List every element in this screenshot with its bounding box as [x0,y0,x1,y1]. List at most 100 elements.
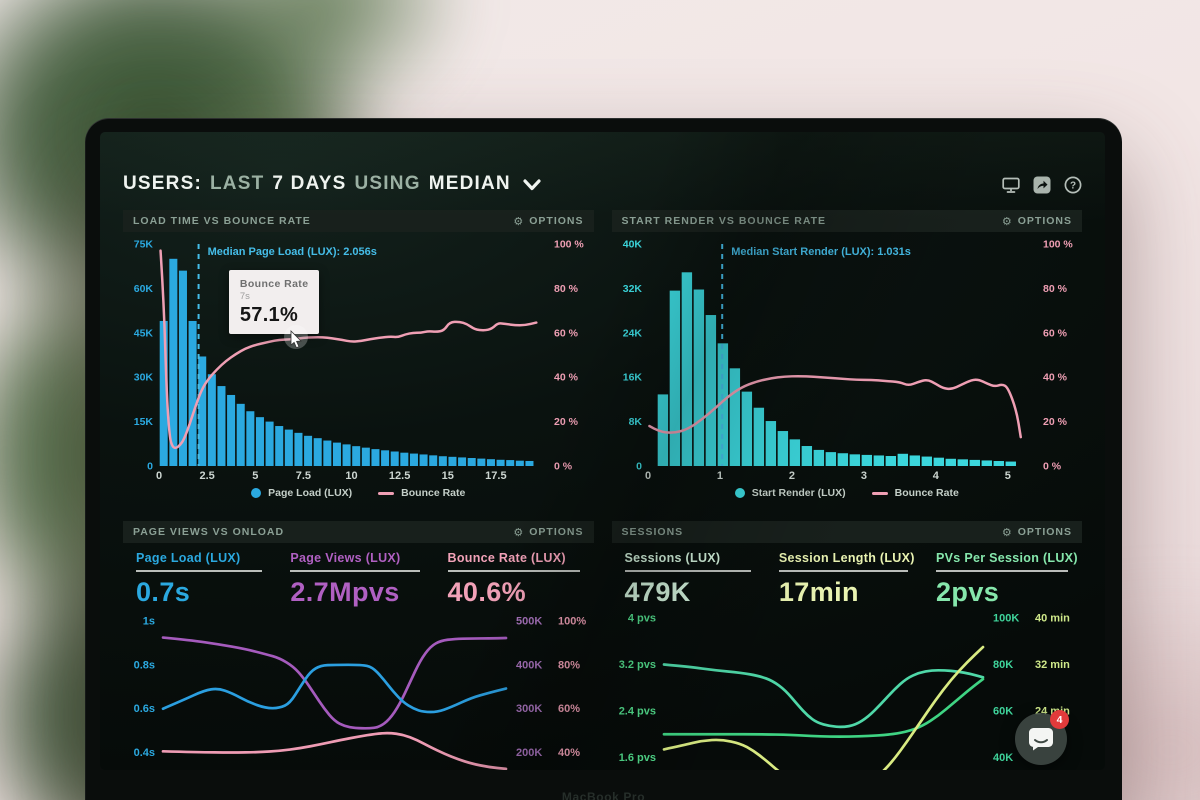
svg-text:75K: 75K [134,239,154,251]
panel-title: START RENDER VS BOUNCE RATE [621,215,827,227]
svg-text:2: 2 [788,470,794,482]
svg-text:80K: 80K [993,659,1013,671]
laptop: USERS: LAST 7 DAYS USING MEDIAN [85,118,1122,800]
svg-text:Median Page Load (LUX): 2.056s: Median Page Load (LUX): 2.056s [208,246,377,258]
svg-text:0: 0 [644,470,650,482]
svg-text:40 %: 40 % [1043,372,1068,384]
title-last: LAST [210,173,265,194]
metrics-row: Sessions (LUX) 479K Session Length (LUX)… [612,543,1083,607]
chart-tooltip: Bounce Rate 7s 57.1% [228,269,320,334]
legend-label: Bounce Rate [894,487,959,499]
chart-sessions-lines[interactable]: 4 pvs 100K 40 min 3.2 pvs 80K 32 min 2.4 pvs 60… [612,605,1083,770]
legend-dot-icon [734,488,745,498]
svg-text:40%: 40% [558,747,580,759]
svg-text:40K: 40K [993,752,1013,764]
options-label: OPTIONS [1017,215,1072,227]
svg-text:16K: 16K [622,372,642,384]
svg-text:5: 5 [252,470,258,482]
svg-text:30K: 30K [134,372,154,384]
title-7days: 7 DAYS [272,173,347,194]
svg-text:4 pvs: 4 pvs [627,612,655,624]
svg-text:200K: 200K [516,747,542,759]
chart-page-views-lines[interactable]: 1s 500K 100% 0.8s 400K 80% 0.6s 300K 60% 0.4s 200K… [123,605,594,770]
svg-text:24K: 24K [622,327,642,339]
options-button[interactable]: ⚙ OPTIONS [1002,526,1072,538]
svg-text:5: 5 [1004,470,1010,482]
gear-icon: ⚙ [1001,214,1013,228]
svg-text:60 %: 60 % [1043,327,1068,339]
svg-text:20 %: 20 % [554,416,579,428]
metric-sessions: Sessions (LUX) 479K [624,551,765,606]
svg-text:?: ? [1070,181,1076,192]
svg-text:0 %: 0 % [554,461,573,473]
dashboard-header: USERS: LAST 7 DAYS USING MEDIAN [123,132,1082,210]
chat-launcher[interactable]: 4 [1015,710,1069,765]
svg-text:60K: 60K [134,283,154,295]
options-label: OPTIONS [529,215,584,227]
gear-icon: ⚙ [513,525,525,539]
monitor-icon[interactable] [1002,176,1020,194]
panel-start-render-vs-bounce-rate: START RENDER VS BOUNCE RATE ⚙ OPTIONS Me… [611,210,1083,504]
chart-legend: Start Render (LUX) Bounce Rate [612,482,1083,504]
svg-text:300K: 300K [516,703,542,715]
svg-text:400K: 400K [516,659,542,671]
legend-label: Page Load (LUX) [268,487,353,499]
options-button[interactable]: ⚙ OPTIONS [513,526,583,538]
title-median: MEDIAN [428,173,511,194]
svg-text:15K: 15K [134,416,154,428]
svg-text:15: 15 [442,470,454,482]
svg-text:45K: 45K [134,327,154,339]
metric-bounce-rate: Bounce Rate (LUX) 40.6% [447,551,594,606]
svg-text:0: 0 [156,470,162,482]
gear-icon: ⚙ [513,214,525,228]
title-using: USING [354,173,421,194]
svg-text:80%: 80% [558,659,580,671]
users-filter-dropdown[interactable]: USERS: LAST 7 DAYS USING MEDIAN [123,173,541,195]
legend-dot-icon [251,488,262,498]
share-icon[interactable] [1033,176,1051,194]
svg-text:100 %: 100 % [1043,239,1073,251]
svg-text:0.8s: 0.8s [134,659,155,671]
chart-start-render-histogram[interactable]: Median Start Render (LUX): 1.031s 40K 32K 2… [612,232,1083,483]
svg-text:100%: 100% [558,615,586,627]
svg-text:2.4 pvs: 2.4 pvs [618,706,655,718]
panel-title: PAGE VIEWS VS ONLOAD [133,526,285,538]
legend-line-icon [871,491,888,495]
svg-text:17.5: 17.5 [485,470,506,482]
svg-text:40 min: 40 min [1035,612,1070,624]
svg-text:80 %: 80 % [1043,283,1068,295]
svg-text:32K: 32K [622,283,642,295]
dashboard-screen: USERS: LAST 7 DAYS USING MEDIAN [100,132,1105,770]
svg-text:500K: 500K [516,615,542,627]
metric-pvs-per-session: PVs Per Session (LUX) 2pvs [936,551,1078,607]
options-label: OPTIONS [529,526,584,538]
options-label: OPTIONS [1017,526,1072,538]
svg-text:8K: 8K [628,416,642,428]
svg-text:4: 4 [932,470,939,482]
options-button[interactable]: ⚙ OPTIONS [1002,215,1072,227]
chat-unread-badge: 4 [1050,710,1069,729]
legend-label: Bounce Rate [401,487,466,499]
svg-text:10: 10 [345,470,357,482]
laptop-brand-text: MacBook Pro [561,790,646,800]
help-icon[interactable]: ? [1064,176,1082,194]
svg-text:7.5: 7.5 [296,470,311,482]
chevron-down-icon [523,179,541,191]
svg-text:0: 0 [147,461,153,473]
svg-text:Median Start Render (LUX): 1.0: Median Start Render (LUX): 1.031s [731,246,911,258]
panel-title: LOAD TIME VS BOUNCE RATE [133,215,311,227]
svg-text:20 %: 20 % [1043,416,1068,428]
svg-text:100K: 100K [993,612,1019,624]
svg-text:3: 3 [860,470,866,482]
svg-text:100 %: 100 % [554,239,584,251]
svg-text:60%: 60% [558,703,580,715]
panel-sessions: SESSIONS ⚙ OPTIONS Sessions (LUX) 479K [611,521,1083,770]
gear-icon: ⚙ [1001,525,1013,539]
svg-text:0.4s: 0.4s [134,747,155,759]
chart-load-time-histogram[interactable]: Bounce Rate 7s 57.1% Median Page Load (L… [123,232,594,483]
svg-text:1s: 1s [143,615,155,627]
svg-text:60 %: 60 % [554,327,579,339]
options-button[interactable]: ⚙ OPTIONS [513,215,583,227]
chart-legend: Page Load (LUX) Bounce Rate [123,482,594,504]
